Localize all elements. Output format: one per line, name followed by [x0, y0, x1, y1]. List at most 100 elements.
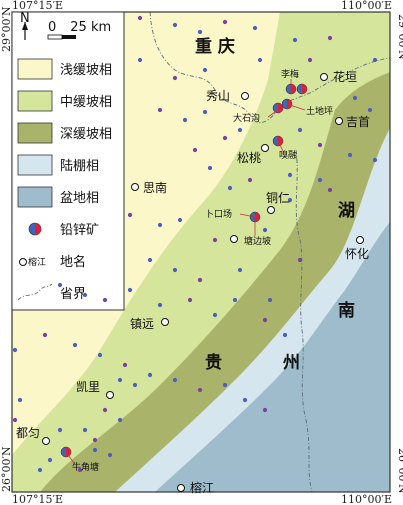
legend-label-border: 省界	[60, 287, 86, 302]
ore-dot	[242, 397, 248, 403]
city-marker-xiushan	[241, 92, 249, 100]
ore-dot	[117, 377, 123, 383]
ore-dot	[197, 277, 203, 283]
legend-label-basin: 盆地相	[60, 191, 99, 206]
legend-label-shallow: 浅缓坡相	[60, 63, 112, 78]
ore-dot	[102, 407, 108, 413]
tick-right-bottom: 26°00′N	[396, 448, 403, 494]
city-marker-kaili	[106, 391, 114, 399]
ore-dot	[202, 109, 208, 115]
legend: N 0 25 km 浅缓坡相 中缓坡相 深缓坡相 陆棚相 盆地相 铅锌矿 榕江 地…	[11, 11, 125, 311]
ore-dot	[212, 237, 218, 243]
ore-dot	[92, 447, 98, 453]
ore-dot	[92, 437, 98, 443]
city-label-jishou: 吉首	[346, 115, 370, 129]
ore-dot	[157, 222, 163, 228]
ore-dot	[127, 287, 133, 293]
ore-dot	[287, 197, 293, 203]
region-guizhou-2: 州	[282, 353, 300, 373]
ore-dot	[117, 417, 123, 423]
tick-right-top: 29°00′N	[396, 14, 403, 60]
ore-dot	[237, 267, 243, 273]
ore-dot	[82, 292, 88, 298]
ore-dot	[317, 142, 323, 148]
ore-dot	[237, 127, 243, 133]
legend-swatch-shallow	[17, 58, 53, 80]
ore-dot	[212, 312, 218, 318]
ore-dot	[372, 157, 378, 163]
ore-dot	[297, 257, 303, 263]
ore-dot	[147, 372, 153, 378]
region-hunan-1: 湖	[338, 201, 355, 221]
ore-dot	[137, 57, 143, 63]
province-border-north	[149, 12, 390, 124]
ore-dot	[47, 457, 53, 463]
ore-dot	[137, 15, 143, 21]
city-marker-zhenyuan	[161, 318, 169, 326]
ore-dot	[157, 302, 163, 308]
city-label-duyun: 都匀	[16, 426, 40, 440]
ore-dot	[232, 297, 238, 303]
ore-dot	[227, 185, 233, 191]
legend-label-place: 地名	[60, 254, 86, 270]
ore-dot	[132, 382, 138, 388]
ore-dot	[282, 332, 288, 338]
north-arrow-icon	[22, 22, 28, 40]
city-label-songtao: 松桃	[237, 150, 261, 165]
tick-top-right: 110°00′E	[341, 0, 392, 12]
city-markers	[42, 73, 364, 492]
ore-dot	[292, 37, 298, 43]
deposit-label-zhuokouchang: 卜口场	[205, 209, 232, 220]
city-label-huayuan: 花垣	[333, 69, 357, 84]
ore-dot	[202, 67, 208, 73]
ore-dot	[107, 452, 113, 458]
ore-dot	[187, 297, 193, 303]
legend-place-icon	[19, 258, 27, 266]
ore-dot	[182, 117, 188, 123]
ore-dot	[222, 135, 228, 141]
ore-dot	[222, 19, 228, 25]
ore-dots	[12, 15, 378, 473]
ore-dot	[367, 107, 373, 113]
legend-ore-icon	[28, 222, 42, 236]
ore-dot	[257, 57, 263, 63]
region-guizhou-1: 贵	[205, 352, 222, 373]
ore-dot	[17, 397, 23, 403]
ore-dot	[372, 57, 378, 63]
zone-basin	[155, 222, 390, 492]
legend-label-ore: 铅锌矿	[60, 223, 99, 238]
ore-dot	[197, 387, 203, 393]
ore-dot	[102, 297, 108, 303]
deposit-label-niujiaotang: 牛角塘	[72, 461, 99, 473]
scale-label: 0 25 km	[48, 20, 111, 35]
ore-dot	[82, 427, 88, 433]
ore-dot	[352, 95, 358, 101]
region-chongqing: 重 庆	[195, 36, 235, 57]
city-marker-sinan	[131, 183, 139, 191]
city-marker-tongren	[267, 206, 275, 214]
deposit-markers	[60, 79, 308, 464]
tick-left-top: 29°00′N	[0, 6, 13, 52]
ore-dot	[97, 352, 103, 358]
ore-dot	[12, 417, 18, 423]
ore-dot	[347, 152, 353, 158]
ore-dot	[197, 29, 203, 35]
tick-bottom-right: 110°00′E	[341, 493, 392, 505]
city-marker-songtao	[261, 144, 269, 152]
deposit-label-tangbianpo: 塘边坡	[244, 235, 271, 247]
province-border-east	[295, 149, 313, 492]
ore-dot	[12, 347, 18, 353]
ore-dot	[157, 107, 163, 113]
deposit-limei2-icon	[296, 83, 308, 95]
city-marker-huaihua-real	[356, 236, 364, 244]
ore-dot	[77, 467, 83, 473]
legend-swatch-basin	[17, 186, 53, 208]
ore-dot	[37, 467, 43, 473]
ore-dot	[307, 57, 313, 63]
city-label-tongren: 铜仁	[266, 190, 290, 205]
city-marker-huayuan	[320, 73, 328, 81]
tick-bottom-left: 107°15′E	[12, 493, 63, 505]
ore-dot	[327, 35, 333, 41]
compass-label: N	[20, 11, 30, 26]
